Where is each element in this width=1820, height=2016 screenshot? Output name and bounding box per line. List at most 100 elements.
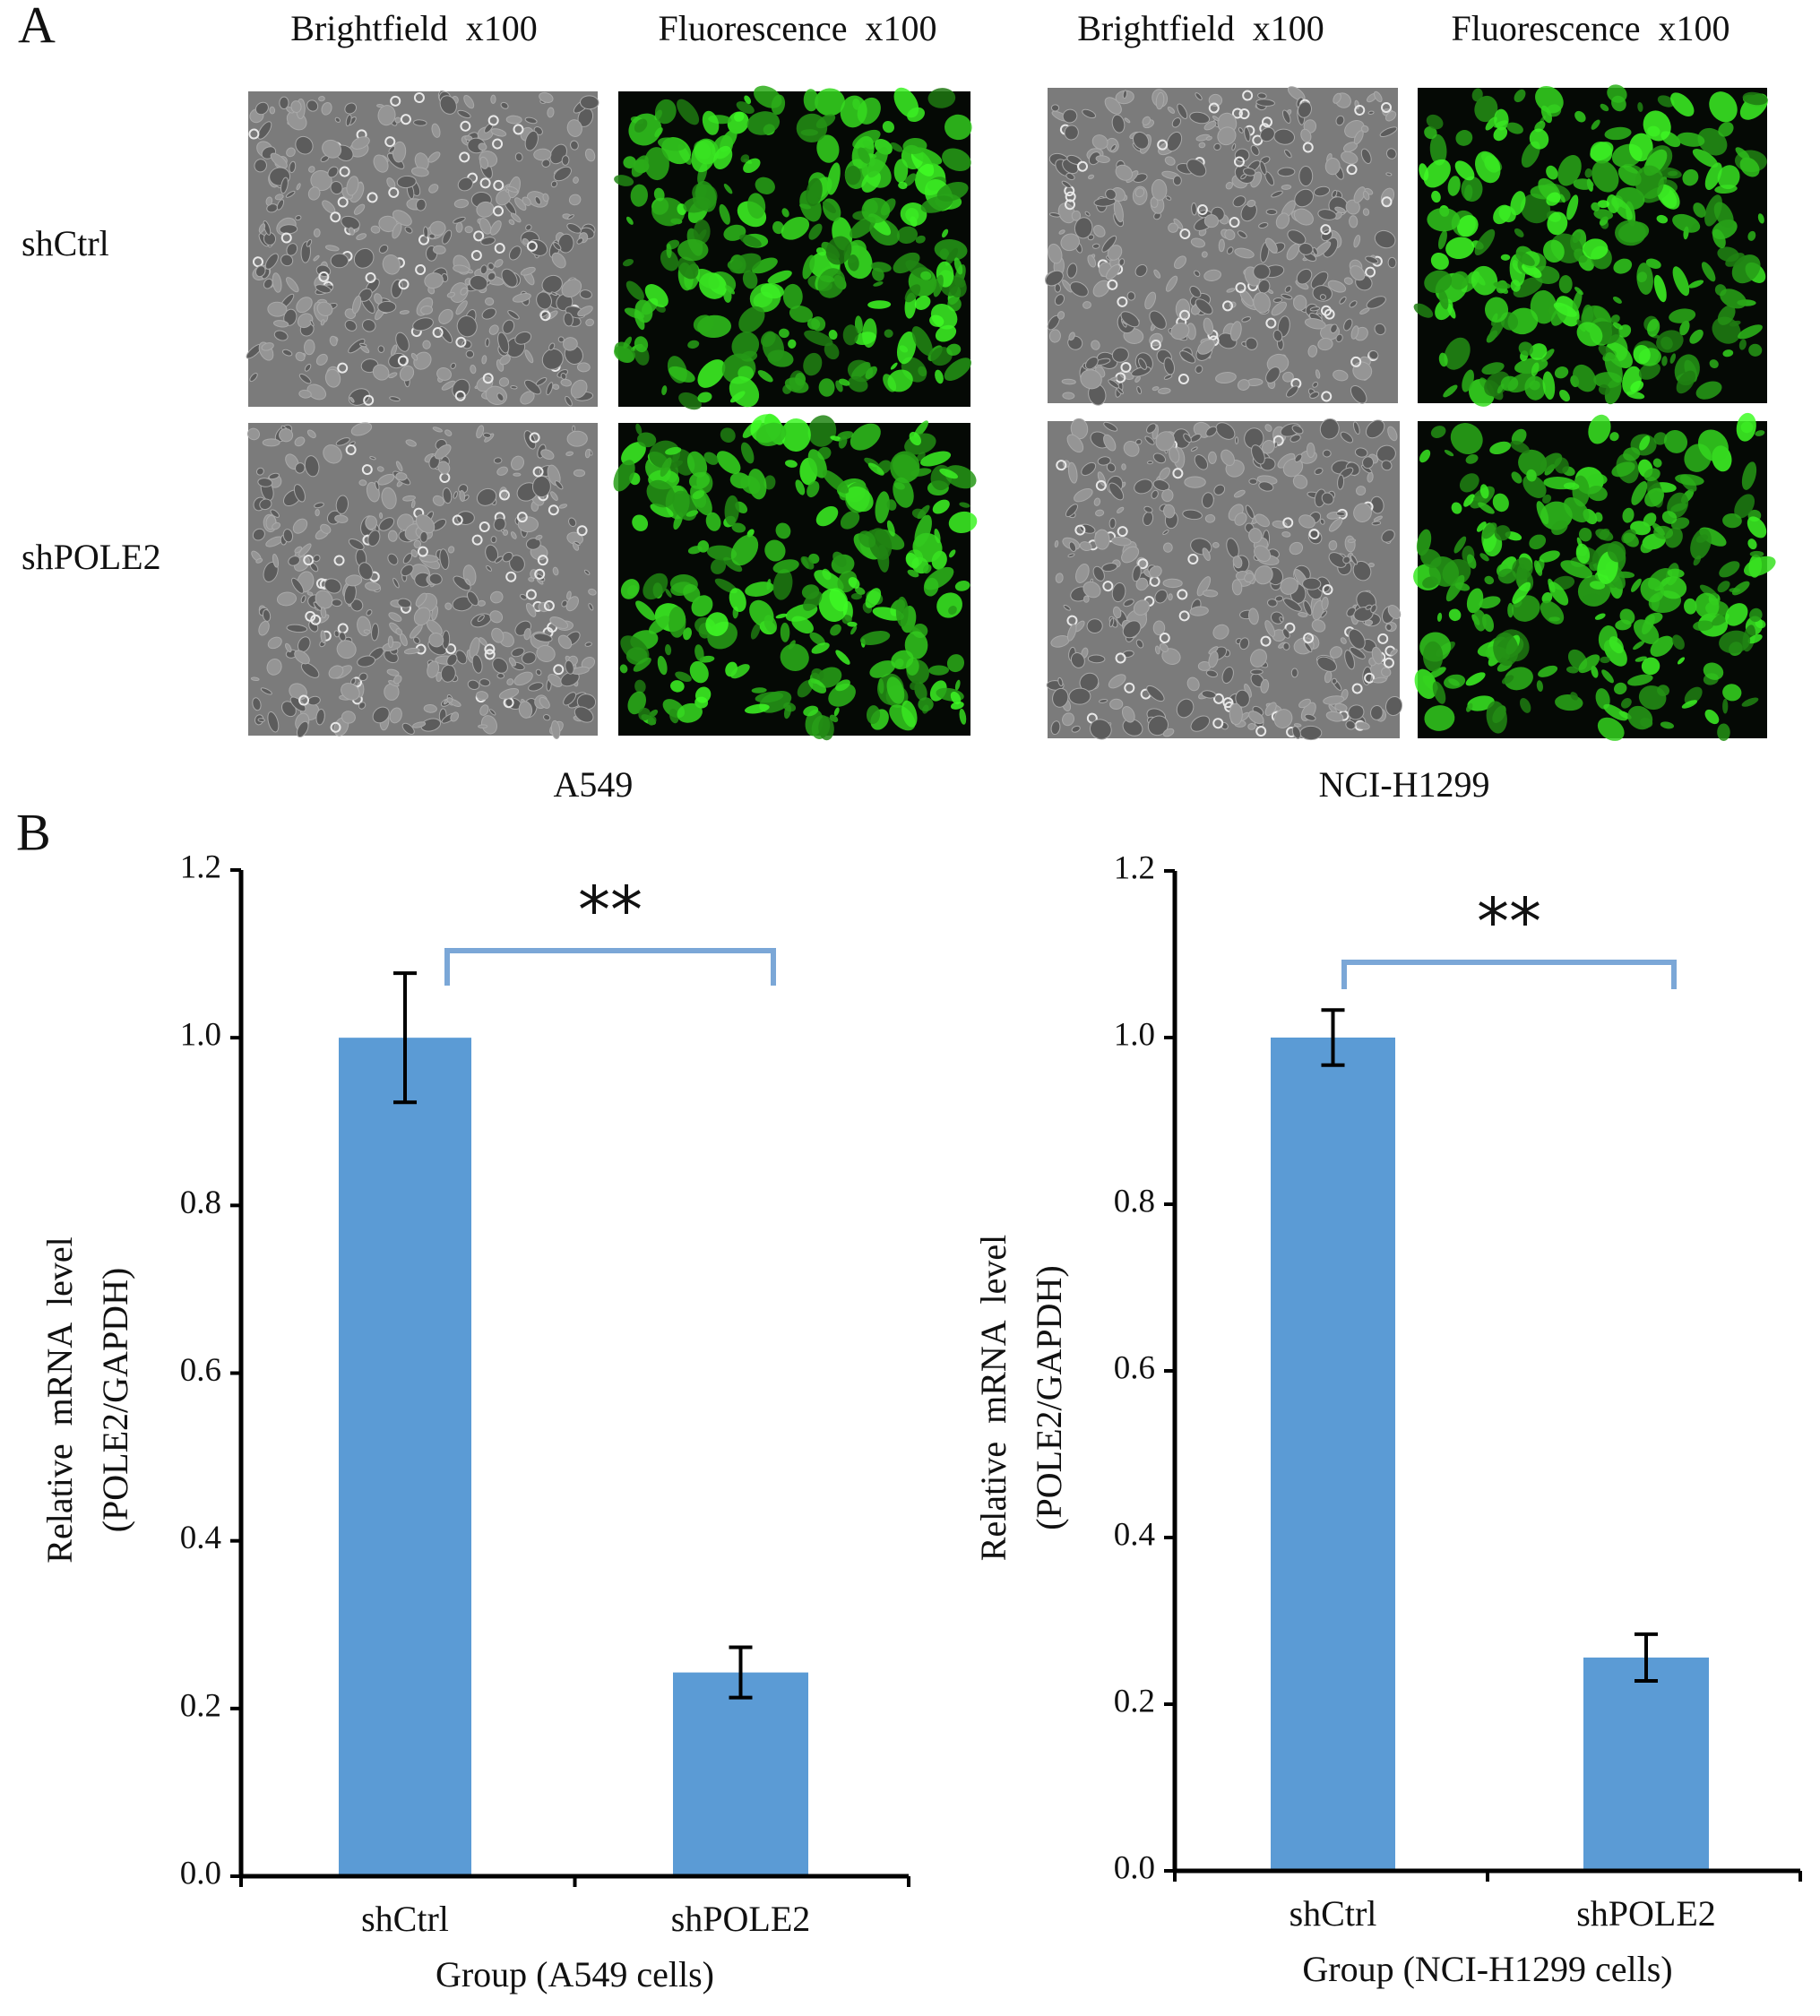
y-tick-label: 0.2 xyxy=(1114,1683,1155,1719)
cell xyxy=(456,315,478,338)
cell xyxy=(281,349,293,357)
cell xyxy=(444,602,453,610)
y-tick-label: 0.8 xyxy=(180,1185,221,1221)
cell xyxy=(815,88,845,116)
cell xyxy=(264,253,279,270)
cell xyxy=(481,307,496,320)
cell xyxy=(819,275,835,283)
cell xyxy=(576,362,591,373)
cell xyxy=(546,382,554,396)
cell xyxy=(550,180,558,188)
cell xyxy=(246,427,261,441)
cell xyxy=(479,217,492,235)
cell xyxy=(423,226,429,238)
round-cell xyxy=(454,390,466,401)
cell xyxy=(731,332,760,360)
cell xyxy=(563,337,578,351)
cell xyxy=(1367,110,1375,115)
cell xyxy=(1298,166,1314,187)
micrographs xyxy=(246,84,1776,741)
cell xyxy=(893,159,909,184)
round-cell xyxy=(337,196,349,208)
cell xyxy=(757,370,773,383)
cell xyxy=(535,377,548,386)
cell xyxy=(307,186,321,201)
cell xyxy=(322,139,342,159)
cell xyxy=(548,342,556,351)
round-cell xyxy=(413,92,425,104)
cell xyxy=(828,329,838,340)
cell xyxy=(455,221,463,233)
significance-label: ** xyxy=(578,873,643,948)
cell xyxy=(479,264,488,275)
cell xyxy=(1212,542,1220,548)
cell xyxy=(356,233,367,241)
cell xyxy=(500,101,509,109)
brightfield-image xyxy=(246,422,598,739)
cell xyxy=(345,114,352,127)
cell xyxy=(541,274,563,294)
round-cell xyxy=(367,192,378,203)
cell xyxy=(941,228,949,238)
cell xyxy=(945,247,959,266)
cell xyxy=(457,109,471,119)
cell xyxy=(660,249,679,271)
cell xyxy=(614,341,635,363)
round-cell xyxy=(539,310,551,322)
cell xyxy=(553,242,562,251)
round-cell xyxy=(493,179,505,191)
cell xyxy=(1054,283,1062,293)
cell xyxy=(285,190,296,198)
cell xyxy=(661,385,668,396)
cell xyxy=(551,252,566,269)
x-tick-label: shPOLE2 xyxy=(671,1899,811,1939)
cell xyxy=(565,395,573,407)
cell xyxy=(441,380,456,391)
round-cell xyxy=(459,151,470,163)
cell xyxy=(1335,511,1346,517)
cell xyxy=(890,142,903,152)
cell xyxy=(484,123,494,134)
cell xyxy=(1500,254,1511,261)
cell xyxy=(719,203,730,225)
y-tick-label: 0.2 xyxy=(180,1687,221,1724)
cell xyxy=(1208,451,1217,464)
cell xyxy=(948,277,967,298)
cell xyxy=(258,223,266,233)
cell xyxy=(439,95,457,115)
cell xyxy=(808,223,823,240)
cell xyxy=(469,274,488,291)
cell xyxy=(534,196,541,205)
cell xyxy=(415,198,427,211)
cell xyxy=(862,140,875,150)
cell xyxy=(327,166,339,178)
cell xyxy=(755,177,775,194)
fluorescence-image xyxy=(1413,412,1776,741)
cell xyxy=(625,280,644,301)
row-label: shPOLE2 xyxy=(22,537,161,577)
cell xyxy=(306,383,327,401)
cell xyxy=(453,198,470,209)
round-cell xyxy=(492,205,504,217)
cell xyxy=(276,199,285,211)
cell xyxy=(419,530,428,543)
cell xyxy=(729,375,760,408)
panel-label: B xyxy=(16,803,51,861)
round-cell xyxy=(471,534,483,546)
cell xyxy=(915,235,926,244)
cell xyxy=(365,515,377,530)
cell xyxy=(490,94,496,104)
cell xyxy=(254,159,267,173)
cell xyxy=(377,345,385,353)
cell xyxy=(784,377,809,393)
bar xyxy=(339,1038,471,1876)
cell xyxy=(508,219,515,226)
cell xyxy=(1050,104,1060,112)
cell xyxy=(499,355,511,366)
cell xyxy=(890,362,898,370)
cell xyxy=(286,147,296,158)
round-cell xyxy=(513,124,524,135)
cell xyxy=(308,166,315,173)
cell xyxy=(370,225,381,234)
cell xyxy=(683,196,711,213)
